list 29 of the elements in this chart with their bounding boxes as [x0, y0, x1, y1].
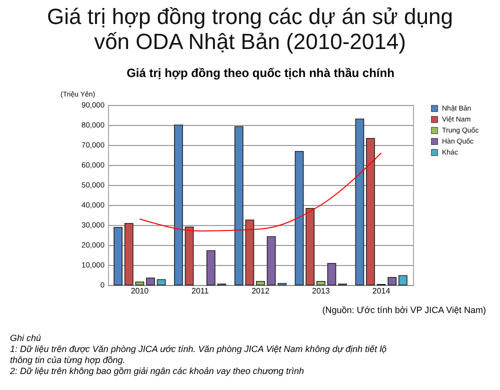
- bar: [146, 278, 155, 286]
- bar: [355, 118, 364, 286]
- x-tick-label: 2013: [312, 286, 330, 296]
- bar: [184, 226, 194, 286]
- text: 1: Dữ liệu trên được Văn phòng JICA ước tính. Văn phòng JICA Việt Nam không dự định tiết lộ thông tin của từng hợp đồng.: [10, 344, 388, 366]
- bar: [124, 223, 134, 286]
- bar: [388, 277, 397, 286]
- bar: [316, 281, 326, 286]
- x-tick-label: 2010: [130, 286, 150, 296]
- bar: [135, 282, 144, 286]
- bar: [306, 208, 315, 286]
- text: Ghi chú: [10, 333, 42, 344]
- bar: [256, 281, 265, 286]
- bar: [366, 138, 375, 286]
- chart-subtitle: Giá trị hợp đồng theo quốc tịch nhà thầu chính: [126, 66, 394, 80]
- bar: [294, 151, 304, 286]
- chart-title: Giá trị hợp đồng trong các dự án sử dụng vốn ODA Nhật Bản (2010-2014): [46, 3, 454, 54]
- bar: [398, 275, 408, 286]
- bar: [174, 124, 183, 286]
- bar: [327, 263, 336, 286]
- bar: [156, 279, 166, 286]
- text: (Nguồn: Ước tính bởi VP JICA Việt Nam): [322, 305, 486, 315]
- text: 2: Dữ liệu trên không bao gồm giải ngân các khoản vay theo chương trình: [10, 366, 306, 377]
- bar: [114, 227, 123, 286]
- x-tick-label: 2014: [372, 286, 391, 296]
- x-tick-label: 2012: [252, 286, 270, 296]
- bar: [206, 250, 216, 286]
- line-series: [139, 152, 382, 232]
- x-tick-label: 2011: [192, 286, 210, 296]
